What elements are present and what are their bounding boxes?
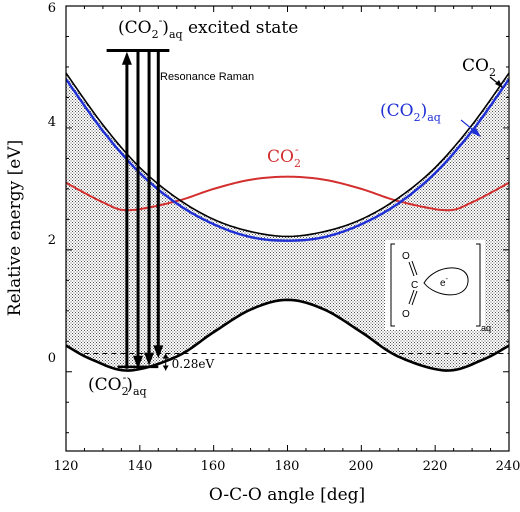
arrow-head [121,51,132,65]
co2-aq-curve [66,78,509,242]
co2-aq-label: (CO2)aq [380,101,441,124]
co2-minus-aq-curve [66,298,509,372]
axis-ticks [65,5,510,451]
inset-electron: e- [440,276,449,289]
resonance-raman-arrows [121,51,164,369]
molecule-inset: O C O e- aq [385,240,491,333]
x-tick-label: 160 [201,459,226,474]
x-tick-label: 220 [423,459,448,474]
y-tick-label: 2 [48,233,56,248]
x-tick-label: 240 [496,459,520,474]
co2-curve [66,72,509,238]
left-bracket [390,243,395,327]
arrow-head [144,352,155,366]
x-tick-label: 140 [128,459,153,474]
inset-atom-o-top: O [402,251,410,262]
co2-minus-label: CO2- [267,143,301,170]
electron-lobe [423,267,469,296]
y-tick-label: 0 [48,351,56,366]
x-tick-label: 200 [349,459,374,474]
excited-state-label: (CO2-)aq excited state [118,14,298,41]
co2-minus-curve [66,175,509,212]
gap-marker: 0.28eV [162,353,215,371]
x-tick-label: 120 [54,459,79,474]
inset-subscript: aq [481,323,491,333]
arrow-head [132,355,143,369]
x-tick-label: 180 [275,459,300,474]
co2-aq-pointer-head [472,128,481,137]
inset-atom-o-bottom: O [402,309,410,320]
y-tick-label: 4 [48,115,56,130]
y-tick-label: 6 [48,1,56,16]
resonance-raman-label: Resonance Raman [160,71,254,83]
arrow-head [153,345,164,359]
co2-pointer-head [495,80,503,88]
inset-atom-c: C [411,280,418,291]
y-axis-label: Relative energy [eV] [5,140,25,316]
co2-minus-aq-label: (CO2-)aq [88,371,147,398]
gap-label: 0.28eV [172,357,215,371]
x-axis-label: O-C-O angle [deg] [209,485,365,505]
right-bracket [476,243,481,327]
co2-label: CO2 [462,56,496,79]
